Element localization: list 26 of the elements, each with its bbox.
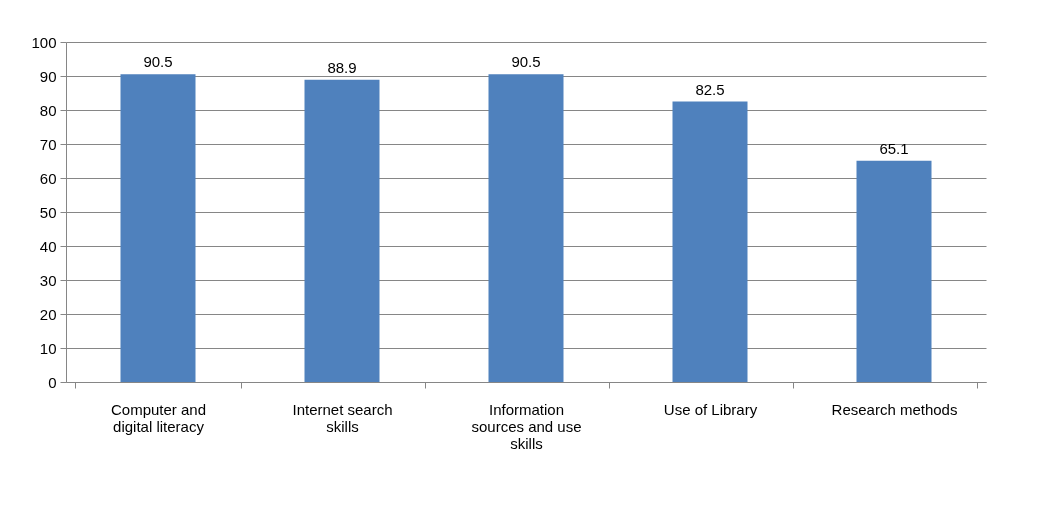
x-tick-label: Research methods bbox=[831, 400, 958, 418]
y-tick-label: 60 bbox=[39, 169, 57, 187]
data-label: 90.5 bbox=[511, 53, 541, 71]
y-tick-label: 40 bbox=[39, 237, 57, 255]
y-tick-label: 0 bbox=[48, 373, 57, 391]
bar bbox=[304, 79, 380, 382]
bar bbox=[856, 160, 932, 382]
x-tick-label: Information sources and use skills bbox=[471, 400, 582, 452]
data-label: 65.1 bbox=[879, 139, 909, 157]
bar bbox=[120, 74, 196, 382]
bar bbox=[672, 101, 748, 382]
x-tick-label: Use of Library bbox=[663, 400, 758, 418]
x-tick-label: Internet search skills bbox=[292, 400, 393, 435]
y-tick-label: 70 bbox=[39, 135, 57, 153]
y-tick-label: 50 bbox=[39, 203, 57, 221]
y-tick-label: 90 bbox=[39, 67, 57, 85]
y-tick-label: 80 bbox=[39, 101, 57, 119]
data-label: 82.5 bbox=[695, 80, 725, 98]
y-tick-label: 20 bbox=[39, 305, 57, 323]
y-tick-label: 30 bbox=[39, 271, 57, 289]
y-tick-label: 100 bbox=[31, 33, 57, 51]
x-tick-label: Computer and digital literacy bbox=[110, 400, 207, 435]
y-tick-label: 10 bbox=[39, 339, 57, 357]
bar bbox=[488, 74, 564, 382]
data-label: 88.9 bbox=[327, 58, 357, 76]
data-label: 90.5 bbox=[143, 53, 173, 71]
